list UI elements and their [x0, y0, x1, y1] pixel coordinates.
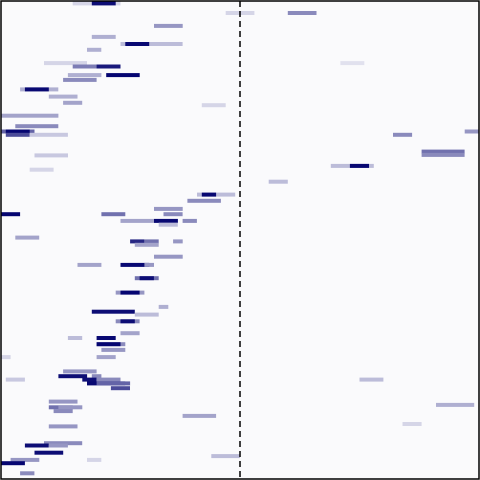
heatmap-segment: [1, 355, 11, 360]
heatmap-segment: [91, 34, 116, 39]
heatmap-segment: [24, 87, 49, 92]
heatmap-segment: [96, 355, 116, 360]
heatmap-segment: [82, 377, 97, 382]
heatmap-segment: [96, 336, 116, 340]
heatmap-segment: [96, 381, 131, 386]
heatmap-segment: [187, 198, 221, 203]
heatmap-segment: [48, 399, 78, 404]
heatmap-segment: [96, 64, 121, 69]
heatmap-segment: [110, 386, 130, 391]
heatmap-segment: [287, 11, 317, 15]
heatmap-segment: [48, 94, 78, 99]
heatmap-segment: [421, 149, 465, 154]
heatmap-segment: [1, 113, 59, 118]
heatmap-segment: [144, 239, 159, 244]
heatmap-segment: [464, 129, 479, 134]
heatmap-segment: [201, 103, 226, 108]
heatmap-segment: [72, 64, 102, 69]
heatmap-segment: [182, 413, 217, 418]
heatmap-segment: [20, 471, 35, 476]
heatmap-segment: [44, 441, 83, 446]
heatmap-segment: [1, 461, 25, 466]
heatmap-segment: [120, 262, 150, 267]
heatmap-segment: [48, 424, 78, 429]
heatmap-segment: [158, 222, 178, 227]
heatmap-segment: [15, 124, 59, 129]
heatmap-segment: [436, 402, 475, 407]
heatmap-segment: [96, 377, 121, 382]
heatmap-segment: [5, 129, 30, 134]
heatmap-segment: [58, 374, 88, 379]
heatmap-segment: [15, 235, 40, 240]
heatmap-segment: [1, 212, 21, 217]
heatmap-segment: [24, 443, 49, 448]
heatmap-segment: [67, 336, 83, 340]
heatmap-segment: [29, 132, 68, 137]
heatmap-segment: [10, 457, 40, 462]
heatmap-segment: [34, 153, 68, 158]
heatmap-segment: [154, 23, 183, 28]
heatmap-segment: [63, 369, 97, 374]
heatmap-segment: [48, 443, 68, 448]
heatmap-segment: [87, 457, 102, 462]
heatmap-segment: [5, 132, 30, 137]
heatmap-segment: [134, 242, 159, 247]
heatmap-segment: [421, 152, 465, 157]
heatmap-segment: [5, 377, 25, 382]
heatmap-segment: [53, 409, 73, 414]
heatmap-segment: [154, 218, 178, 223]
heatmap-segment: [44, 61, 87, 66]
heatmap-segment: [173, 239, 183, 244]
heatmap-segment: [58, 405, 83, 410]
heatmap-segment: [340, 61, 365, 66]
heatmap-segment: [63, 100, 83, 105]
heatmap-segment: [67, 73, 102, 78]
heatmap-segment: [268, 179, 288, 184]
heatmap-segment: [120, 290, 140, 295]
heatmap-segment: [125, 42, 150, 46]
heatmap-segment: [91, 1, 116, 6]
heatmap-segment: [91, 309, 135, 314]
heatmap-segment: [120, 218, 154, 223]
heatmap-segment: [163, 212, 183, 217]
heatmap-segment: [359, 377, 384, 382]
heatmap-segment: [96, 342, 121, 347]
heatmap-segment: [402, 422, 422, 426]
heatmap-segment: [120, 319, 135, 324]
heatmap-segment: [120, 42, 183, 46]
heatmap-segment: [91, 374, 102, 379]
heatmap-segment: [201, 192, 217, 197]
heatmap-segment: [120, 331, 140, 336]
heatmap-segment: [158, 304, 169, 309]
heatmap-segment: [29, 167, 54, 172]
heatmap-segment: [154, 254, 183, 259]
heatmap-segment: [130, 239, 145, 244]
heatmap-segment: [349, 163, 369, 168]
heatmap-segment: [77, 262, 102, 267]
heatmap-segment: [63, 77, 97, 82]
heatmap-segment: [134, 312, 159, 317]
heatmap-segment: [87, 47, 102, 52]
heatmap-segment: [101, 212, 126, 217]
heatmap-segment: [101, 347, 126, 352]
heatmap-segment: [34, 450, 64, 455]
heatmap-segment: [106, 73, 140, 78]
heatmap-segment: [182, 218, 197, 223]
heatmap-segment: [393, 132, 413, 137]
heatmap-segment: [139, 276, 154, 281]
heatmap-segment: [211, 454, 240, 459]
heatmap-segment: [154, 206, 183, 211]
heatmap-segment: [144, 262, 154, 267]
